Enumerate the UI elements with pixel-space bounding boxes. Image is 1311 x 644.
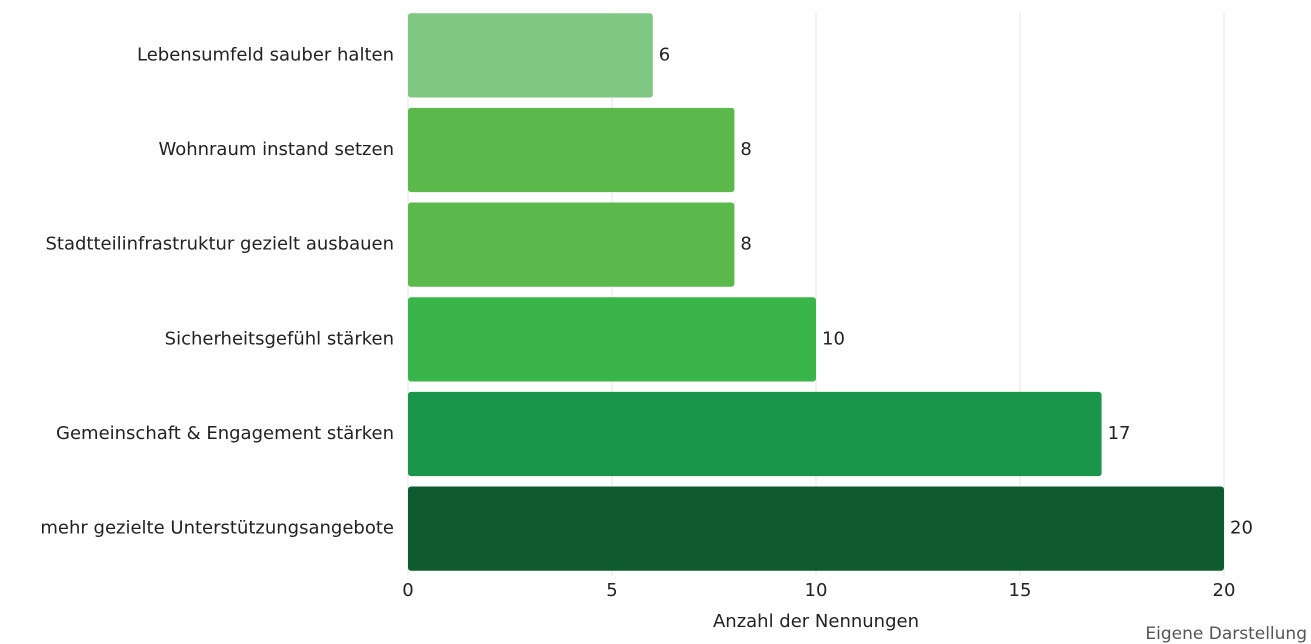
source-note: Eigene Darstellung <box>1145 624 1307 644</box>
data-label: 8 <box>740 139 751 160</box>
data-label: 17 <box>1108 423 1131 444</box>
x-tick-label: 5 <box>606 580 617 601</box>
bar <box>408 13 653 98</box>
x-tick-label: 15 <box>1009 580 1032 601</box>
y-tick-label: Lebensumfeld sauber halten <box>137 44 394 65</box>
bar <box>408 107 735 193</box>
data-label: 6 <box>659 44 670 65</box>
y-tick-label: Gemeinschaft & Engagement stärken <box>56 423 394 444</box>
x-tick-label: 20 <box>1213 580 1236 601</box>
bar <box>408 391 1102 477</box>
x-tick-label: 0 <box>402 580 413 601</box>
bar <box>408 486 1224 571</box>
data-label: 20 <box>1230 518 1253 539</box>
y-tick-label: Stadtteilinfrastruktur gezielt ausbauen <box>45 234 394 255</box>
x-tick-label: 10 <box>805 580 828 601</box>
data-label: 8 <box>740 234 751 255</box>
bar <box>408 202 735 287</box>
bar <box>408 297 816 382</box>
x-axis-label: Anzahl der Nennungen <box>713 611 919 632</box>
y-tick-label: Wohnraum instand setzen <box>158 139 394 160</box>
y-tick-label: mehr gezielte Unterstützungsangebote <box>40 518 394 539</box>
data-label: 10 <box>822 328 845 349</box>
y-tick-label: Sicherheitsgefühl stärken <box>165 328 394 349</box>
